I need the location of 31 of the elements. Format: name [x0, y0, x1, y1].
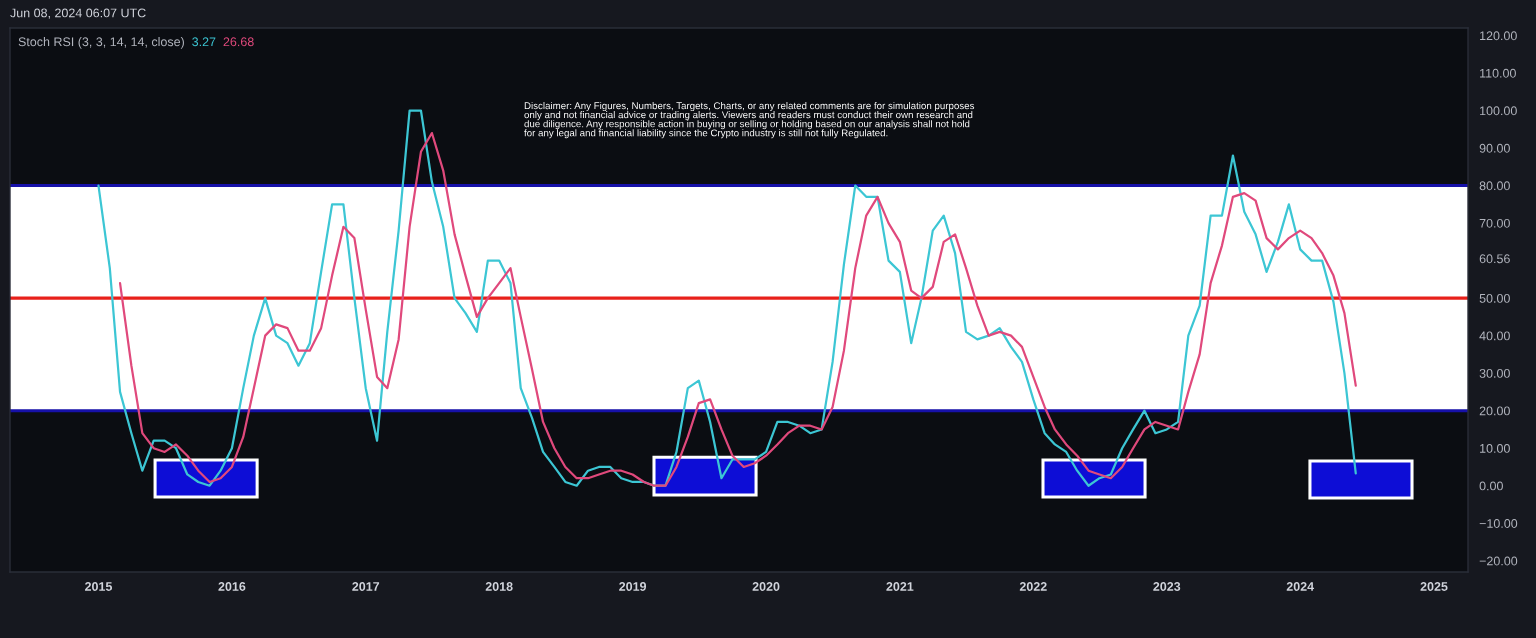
- y-tick-label: 90.00: [1479, 143, 1510, 153]
- annotation: Disclaimer: Any Figures, Numbers, Targets, Charts, or any related comments are for simulation purposes only and not financial advice or trading alerts. Viewers and readers must conduct their own research and due diligence. Any responsible action in buying or selling or holding based on our analysis shall not hold for any legal and financial liability since the Crypto industry is still not fully Regulated.: [524, 102, 975, 139]
- y-tick-label: 70.00: [1479, 218, 1510, 228]
- text: Stoch RSI (3, 3, 14, 14, close): [18, 37, 184, 49]
- x-tick-label: 2017: [352, 582, 380, 591]
- x-tick-label: 2019: [619, 582, 647, 591]
- y-tick-label: 110.00: [1480, 68, 1516, 78]
- y-tick-label: 20.00: [1479, 406, 1510, 416]
- text: Jun 08, 2024 06:07 UTC: [10, 8, 146, 19]
- y-tick-label: −10.00: [1479, 519, 1518, 528]
- x-tick-label: 2015: [85, 582, 113, 591]
- y-tick-label: 120.00: [1480, 31, 1517, 41]
- x-tick-label: 2021: [886, 582, 914, 591]
- y-tick-label: 50.00: [1479, 293, 1510, 303]
- x-tick-label: 2016: [218, 582, 246, 591]
- y-tick-label: −20.00: [1479, 556, 1518, 566]
- y-tick-label: 30.00: [1479, 368, 1510, 378]
- x-tick-label: 2025: [1420, 582, 1448, 591]
- x-tick-label: 2020: [752, 582, 780, 591]
- y-tick-label: 60.56: [1479, 254, 1510, 264]
- y-tick-label: 0.00: [1479, 481, 1503, 491]
- y-tick-label: 80.00: [1479, 181, 1510, 191]
- x-tick-label: 2023: [1153, 582, 1181, 591]
- annotation: 26.68: [223, 37, 254, 47]
- y-tick-label: 40.00: [1479, 331, 1510, 341]
- annotation: 3.27: [192, 37, 216, 47]
- x-tick-label: 2024: [1286, 582, 1315, 591]
- x-tick-label: 2022: [1019, 582, 1047, 591]
- x-tick-label: 2018: [485, 582, 513, 591]
- y-tick-label: 10.00: [1480, 443, 1510, 453]
- y-tick-label: 100.00: [1480, 106, 1517, 116]
